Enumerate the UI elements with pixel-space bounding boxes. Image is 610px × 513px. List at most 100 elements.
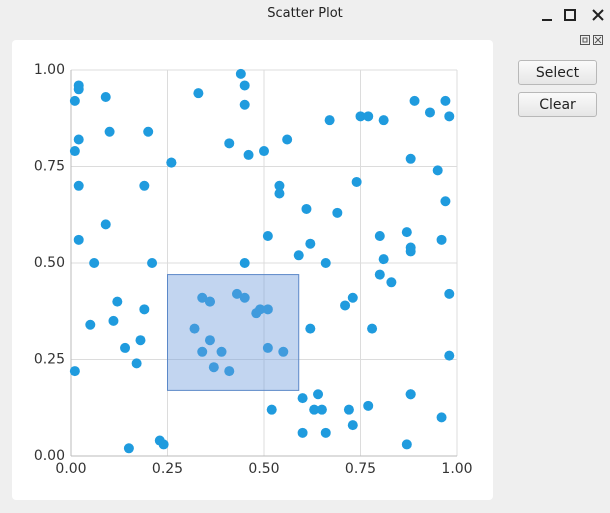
point xyxy=(405,153,416,164)
selection-rect xyxy=(167,274,300,391)
point xyxy=(69,146,80,157)
point xyxy=(73,134,84,145)
point xyxy=(278,346,289,357)
y-tick-label: 0.00 xyxy=(34,448,65,464)
y-tick-label: 0.50 xyxy=(34,255,65,271)
point xyxy=(405,246,416,257)
point xyxy=(367,323,378,334)
point xyxy=(193,88,204,99)
point xyxy=(274,188,285,199)
point xyxy=(347,420,358,431)
point xyxy=(374,230,385,241)
point xyxy=(309,404,320,415)
point xyxy=(324,115,335,126)
point xyxy=(123,443,134,454)
point xyxy=(293,250,304,261)
point xyxy=(313,389,324,400)
point xyxy=(73,180,84,191)
point xyxy=(440,196,451,207)
maximize-button[interactable] xyxy=(561,6,579,24)
point xyxy=(239,99,250,110)
close-button[interactable] xyxy=(589,6,607,24)
point xyxy=(305,238,316,249)
point xyxy=(135,335,146,346)
point xyxy=(100,219,111,230)
point xyxy=(355,111,366,122)
point xyxy=(204,296,215,307)
point xyxy=(224,138,235,149)
y-tick-label: 0.25 xyxy=(34,352,65,368)
point xyxy=(139,304,150,315)
chart-panel xyxy=(12,40,493,500)
x-tick-label: 1.00 xyxy=(441,461,472,477)
point xyxy=(266,404,277,415)
point xyxy=(282,134,293,145)
dock-controls[interactable] xyxy=(580,35,606,45)
point xyxy=(444,288,455,299)
point xyxy=(340,300,351,311)
select-button[interactable]: Select xyxy=(518,60,597,85)
point xyxy=(424,107,435,118)
point xyxy=(239,258,250,268)
point xyxy=(158,439,169,450)
point xyxy=(239,292,250,303)
point xyxy=(378,254,389,265)
point xyxy=(363,111,374,122)
point xyxy=(351,176,362,187)
point xyxy=(374,269,385,280)
point xyxy=(320,427,331,438)
clear-button[interactable]: Clear xyxy=(518,92,597,117)
point xyxy=(231,288,242,299)
point xyxy=(235,68,246,79)
point xyxy=(444,350,455,361)
point xyxy=(208,362,219,373)
point xyxy=(197,292,208,303)
point xyxy=(216,346,227,357)
point xyxy=(166,157,177,168)
point xyxy=(89,258,100,268)
x-tick-label: 0.50 xyxy=(248,461,279,477)
y-tick-label: 1.00 xyxy=(34,62,65,78)
point xyxy=(197,346,208,357)
point xyxy=(401,227,412,238)
point xyxy=(436,234,447,245)
point xyxy=(69,95,80,106)
point xyxy=(262,230,273,241)
point xyxy=(85,319,96,330)
point xyxy=(347,292,358,303)
point xyxy=(301,203,312,214)
point xyxy=(332,207,343,218)
point xyxy=(444,111,455,122)
point xyxy=(131,358,142,369)
point xyxy=(259,146,269,157)
point xyxy=(405,389,416,400)
point xyxy=(305,323,316,334)
point xyxy=(436,412,447,423)
point xyxy=(262,342,273,353)
point xyxy=(316,404,327,415)
point xyxy=(409,95,420,106)
point xyxy=(386,277,397,288)
point xyxy=(274,180,285,191)
x-tick-label: 0.25 xyxy=(152,461,183,477)
point xyxy=(224,366,235,377)
point xyxy=(432,165,443,176)
window-title: Scatter Plot xyxy=(267,6,343,21)
point xyxy=(297,393,308,404)
point xyxy=(363,400,374,411)
point xyxy=(378,115,389,126)
point xyxy=(73,84,84,95)
point xyxy=(139,180,150,191)
point xyxy=(243,149,254,160)
point xyxy=(104,126,115,137)
point xyxy=(69,366,80,377)
point xyxy=(262,304,273,315)
point xyxy=(440,95,451,106)
point xyxy=(100,92,111,103)
point xyxy=(343,404,354,415)
point xyxy=(255,304,266,315)
point xyxy=(189,323,200,334)
minimize-button[interactable] xyxy=(538,6,556,24)
